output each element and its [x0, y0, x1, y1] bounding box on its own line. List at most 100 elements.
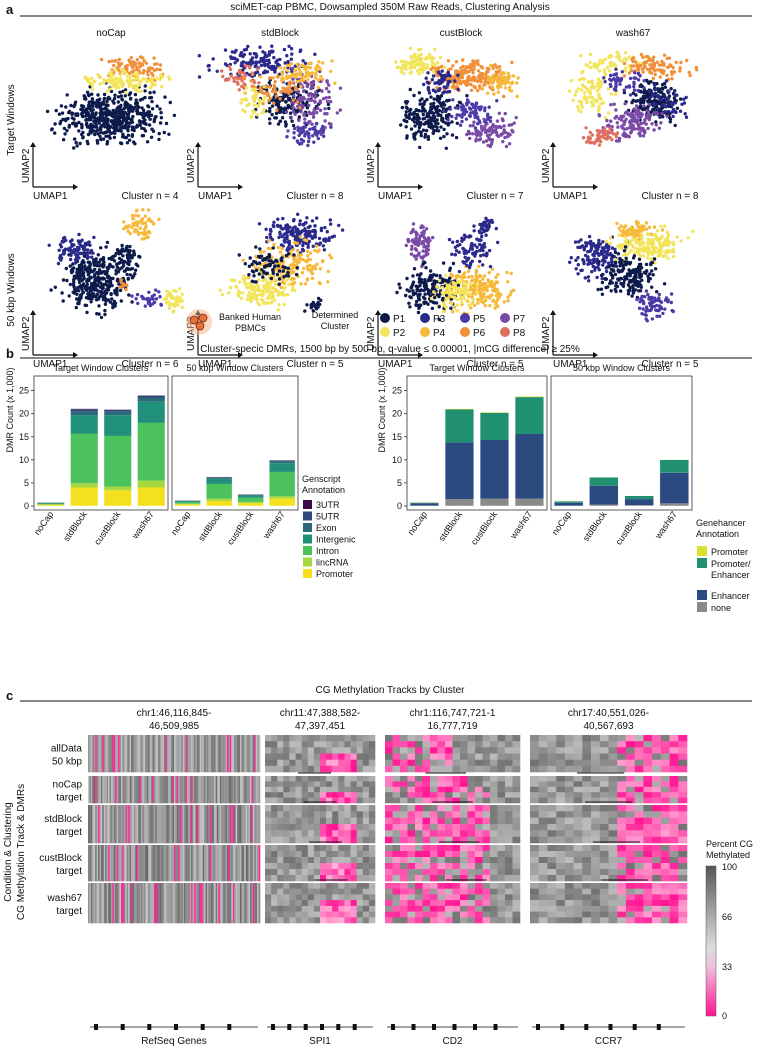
umap-point	[506, 71, 510, 76]
umap-point	[399, 59, 404, 63]
umap-point	[404, 110, 408, 114]
umap-point	[646, 126, 650, 131]
umap-point	[77, 120, 81, 125]
umap-point	[503, 130, 508, 135]
umap-point	[159, 111, 163, 115]
umap-point	[106, 103, 110, 108]
umap-point	[671, 114, 675, 119]
umap-point	[442, 90, 446, 94]
umap-point	[299, 137, 304, 142]
umap-point	[496, 70, 500, 74]
umap-point	[424, 76, 428, 80]
umap-point	[174, 296, 179, 300]
umap-point	[649, 71, 654, 75]
umap-point	[58, 121, 62, 126]
umap-point	[646, 116, 650, 120]
umap-point	[262, 91, 266, 96]
umap-point	[632, 82, 636, 86]
umap-point	[593, 268, 597, 272]
umap-point	[136, 84, 140, 88]
umap-point	[119, 278, 124, 282]
umap-point	[620, 118, 624, 122]
umap-point	[305, 216, 309, 220]
umap-point	[81, 136, 85, 140]
umap-point	[64, 266, 69, 271]
umap-point	[320, 61, 325, 65]
umap-point	[500, 81, 504, 85]
umap-point	[174, 289, 178, 294]
umap-point	[620, 126, 625, 130]
umap-point	[97, 75, 101, 79]
umap-point	[318, 67, 323, 72]
umap-point	[479, 80, 483, 84]
umap-point	[134, 220, 139, 224]
umap-point	[74, 140, 78, 145]
umap-point	[284, 74, 289, 78]
umap-point	[421, 295, 426, 299]
umap-point	[659, 63, 664, 67]
umap-point	[490, 127, 494, 131]
umap-point	[106, 117, 110, 121]
umap-point	[254, 61, 259, 65]
umap-point	[629, 114, 634, 119]
umap-point	[157, 290, 161, 294]
row-label-target-windows: Target Windows	[6, 84, 17, 155]
umap-point	[626, 112, 630, 116]
umap-point	[263, 69, 267, 73]
umap-point	[92, 125, 97, 129]
umap-point	[266, 64, 271, 69]
umap-point	[131, 84, 135, 88]
umap-point	[310, 276, 315, 280]
umap-point	[403, 60, 407, 64]
umap-point	[496, 240, 500, 245]
umap-point	[298, 235, 303, 239]
umap-point	[229, 278, 233, 282]
umap-point	[605, 244, 610, 248]
umap-point	[291, 77, 295, 81]
umap-point	[469, 82, 473, 87]
umap-point	[143, 129, 148, 133]
umap-point	[581, 69, 585, 74]
umap-point	[116, 100, 121, 104]
umap-point	[99, 130, 103, 135]
umap-point	[263, 95, 267, 100]
umap-point	[127, 80, 132, 84]
umap-point	[486, 117, 491, 121]
umap-point	[329, 122, 333, 126]
umap-point	[207, 68, 211, 72]
umap-point	[236, 82, 240, 86]
umap-point	[515, 81, 519, 85]
umap-point	[301, 128, 306, 133]
umap-point	[245, 103, 249, 108]
umap-point	[453, 281, 457, 286]
umap-point	[125, 75, 130, 79]
umap-point	[119, 141, 124, 146]
umap-point	[661, 103, 665, 107]
umap-point	[613, 247, 617, 252]
umap-point	[327, 90, 331, 94]
umap-point	[411, 227, 415, 232]
umap-point	[579, 268, 583, 273]
umap-point	[477, 286, 481, 291]
umap-point	[140, 106, 144, 110]
umap-point	[458, 123, 463, 127]
umap-point	[471, 298, 476, 302]
umap-point	[479, 254, 483, 258]
umap-point	[407, 109, 412, 113]
cluster-count-label: Cluster n = 4	[122, 191, 179, 202]
umap-point	[410, 244, 414, 248]
umap-point	[631, 123, 635, 128]
umap-point	[143, 89, 147, 93]
umap-point	[427, 52, 432, 57]
umap-point	[316, 136, 320, 141]
umap-point	[262, 85, 266, 89]
umap-point	[485, 252, 489, 257]
umap-point	[314, 122, 319, 126]
umap-point	[133, 272, 137, 276]
umap-point	[614, 73, 618, 77]
umap-point	[469, 88, 474, 93]
umap-point	[422, 236, 426, 240]
umap-point	[115, 107, 119, 111]
umap-point	[595, 137, 599, 141]
umap-point	[665, 114, 670, 118]
